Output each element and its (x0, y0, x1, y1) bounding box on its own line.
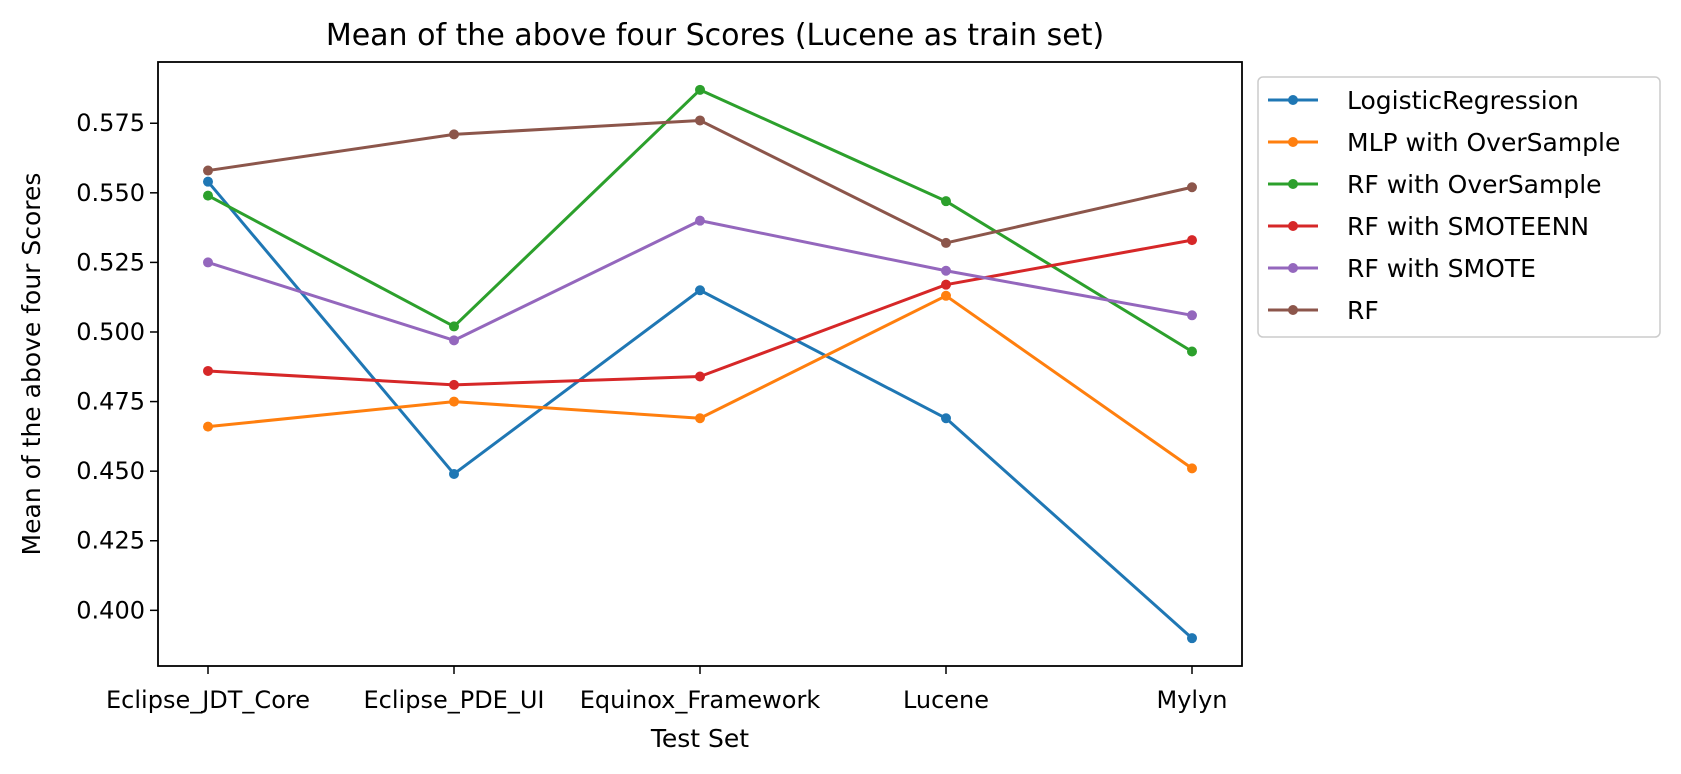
data-point (941, 265, 951, 276)
y-tick-label: 0.575 (76, 109, 145, 137)
legend-label: RF with OverSample (1347, 170, 1602, 199)
data-point (449, 379, 459, 390)
x-tick-label: Mylyn (1157, 686, 1228, 714)
legend-marker (1288, 179, 1298, 189)
data-point (449, 321, 459, 332)
data-point (203, 365, 213, 376)
series-logisticregression (203, 176, 1197, 644)
legend-label: LogisticRegression (1347, 86, 1579, 115)
data-point (941, 413, 951, 424)
legend-item: RF (1268, 296, 1379, 325)
legend-item: RF with SMOTE (1268, 254, 1536, 283)
series-line (206, 219, 1194, 342)
x-tick-label: Lucene (903, 686, 989, 714)
data-point (695, 84, 705, 95)
legend-item: RF with SMOTEENN (1268, 212, 1589, 241)
data-point (695, 413, 705, 424)
y-tick-label: 0.550 (76, 179, 145, 207)
data-point (695, 285, 705, 296)
legend-items: LogisticRegression MLP with OverSample RF … (1268, 86, 1620, 325)
data-point (449, 129, 459, 140)
data-point (1187, 633, 1197, 644)
data-point (203, 176, 213, 187)
y-axis-label: Mean of the above four Scores (17, 173, 46, 556)
x-tick-label: Eclipse_JDT_Core (106, 686, 310, 714)
series-mlp-with-oversample (203, 290, 1197, 474)
data-point (1187, 346, 1197, 357)
data-point (203, 421, 213, 432)
data-point (941, 290, 951, 301)
legend-marker (1288, 137, 1298, 147)
series-rf-with-smote (203, 215, 1197, 346)
y-tick-label: 0.425 (76, 527, 145, 555)
data-point (203, 190, 213, 201)
data-point (449, 335, 459, 346)
series-rf-with-oversample (203, 84, 1197, 357)
y-tick-label: 0.400 (76, 596, 145, 624)
legend-box (1257, 76, 1661, 338)
y-tick-label: 0.525 (76, 248, 145, 276)
legend-label: RF (1347, 296, 1379, 325)
y-axis: 0.400 0.425 0.450 0.475 0.500 0.525 0.550 0.575 (76, 109, 158, 624)
x-axis: Eclipse_JDT_Core Eclipse_PDE_UI Equinox_Fr… (106, 666, 1228, 714)
data-point (1187, 235, 1197, 246)
legend-item: MLP with OverSample (1268, 128, 1620, 157)
data-point (941, 279, 951, 290)
data-point (695, 371, 705, 382)
x-tick-label: Eclipse_PDE_UI (364, 686, 545, 714)
legend-label: RF with SMOTE (1347, 254, 1536, 283)
legend: LogisticRegression MLP with OverSample RF … (1257, 76, 1661, 338)
data-point (941, 237, 951, 248)
data-point (203, 257, 213, 268)
legend-label: MLP with OverSample (1347, 128, 1620, 157)
series-group (203, 84, 1197, 644)
legend-item: RF with OverSample (1268, 170, 1602, 199)
legend-label: RF with SMOTEENN (1347, 212, 1589, 241)
data-point (449, 468, 459, 479)
data-point (941, 196, 951, 207)
data-point (203, 165, 213, 176)
series-rf (203, 115, 1197, 248)
legend-marker (1288, 95, 1298, 105)
y-tick-label: 0.500 (76, 318, 145, 346)
y-tick-label: 0.450 (76, 457, 145, 485)
y-tick-label: 0.475 (76, 388, 145, 416)
chart-title: Mean of the above four Scores (Lucene as… (326, 18, 1104, 53)
series-line (206, 180, 1194, 640)
x-axis-label: Test Set (650, 724, 749, 753)
data-point (695, 115, 705, 126)
data-point (1187, 463, 1197, 474)
data-point (1187, 310, 1197, 321)
legend-marker (1288, 221, 1298, 231)
data-point (449, 396, 459, 407)
series-line (206, 294, 1194, 470)
legend-item: LogisticRegression (1268, 86, 1579, 115)
legend-marker (1288, 263, 1298, 273)
legend-marker (1288, 305, 1298, 315)
series-rf-with-smoteenn (203, 235, 1197, 390)
x-tick-label: Equinox_Framework (580, 686, 821, 714)
data-point (1187, 182, 1197, 193)
data-point (695, 215, 705, 226)
